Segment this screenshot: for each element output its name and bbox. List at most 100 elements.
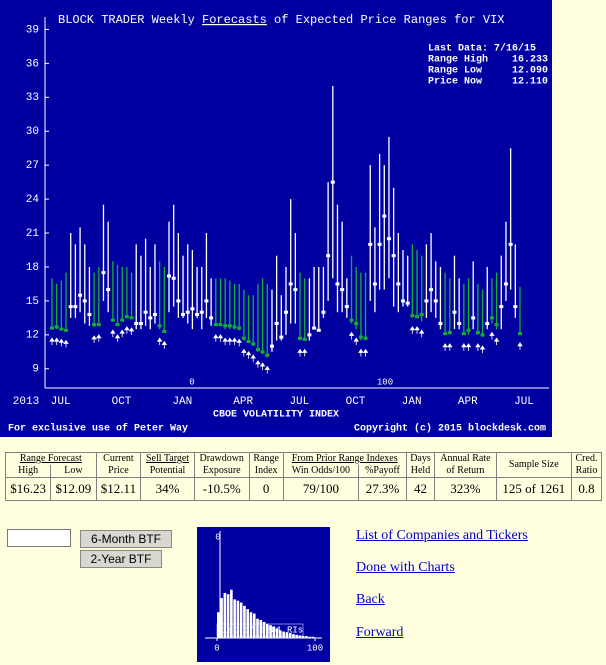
signal-arrow: [301, 348, 308, 357]
signal-arrow: [297, 348, 303, 357]
year-label: 2013: [13, 396, 39, 408]
histogram-bar: [285, 632, 289, 638]
price-marker: [302, 337, 307, 341]
price-marker: [190, 307, 195, 311]
price-marker: [82, 299, 87, 303]
price-marker: [443, 332, 448, 336]
price-marker: [480, 333, 485, 337]
table-cell: Index: [248, 465, 284, 478]
histogram-bar: [269, 625, 272, 638]
price-marker: [377, 242, 382, 246]
price-marker: [143, 310, 148, 314]
footer-left: For exclusive use of Peter Way: [8, 423, 188, 435]
histogram-bar: [243, 605, 246, 638]
table-cell: 0: [248, 477, 284, 501]
link[interactable]: List of Companies and Tickers: [356, 528, 528, 543]
six-month-button[interactable]: 6-Month BTF: [80, 530, 172, 548]
histogram-bar: [259, 619, 263, 638]
histogram-bar: [249, 612, 253, 638]
stats-table: Range Forecast Current Sell Target Drawdown…: [4, 452, 603, 501]
table-cell: %Payoff: [358, 465, 407, 478]
price-marker: [171, 276, 176, 280]
table-cell: Win Odds/100: [282, 465, 360, 478]
link[interactable]: Back: [356, 592, 385, 607]
annotation: 0: [189, 377, 194, 387]
link[interactable]: Forward: [356, 625, 404, 640]
table-cell: Drawdown: [193, 452, 250, 465]
x-tick-label: JUL: [51, 396, 71, 408]
histogram-bar: [230, 589, 233, 638]
chart: BLOCK TRADER Weekly Forecasts of Expecte…: [0, 0, 552, 437]
signal-arrow: [362, 348, 369, 357]
price-marker: [396, 282, 401, 286]
price-marker: [110, 318, 115, 322]
table-cell: Days: [405, 452, 436, 465]
x-tick-label: APR: [233, 396, 253, 408]
price-marker: [181, 312, 186, 316]
signal-arrow: [49, 337, 55, 346]
table-cell: From Prior Range Indexes: [282, 452, 407, 465]
signal-arrow: [91, 335, 97, 343]
histogram-bar: [223, 592, 227, 638]
price-marker: [494, 323, 499, 327]
histogram-tick-label: 0: [214, 643, 219, 653]
price-marker: [185, 310, 190, 314]
histogram-bar: [295, 634, 299, 638]
y-tick-label: 9: [32, 364, 39, 376]
price-marker: [167, 274, 171, 278]
price-marker: [471, 316, 476, 320]
signal-arrow: [227, 337, 233, 346]
signal-arrow: [447, 343, 453, 351]
ticker-input[interactable]: [7, 529, 71, 547]
price-marker: [274, 322, 279, 326]
two-year-button[interactable]: 2-Year BTF: [80, 550, 162, 568]
price-marker: [368, 242, 373, 246]
x-axis-label: CBOE VOLATILITY INDEX: [213, 410, 339, 421]
y-tick-label: 30: [26, 126, 39, 138]
link[interactable]: Done with Charts: [356, 560, 455, 575]
signal-arrow: [259, 362, 266, 371]
price-marker: [223, 324, 228, 328]
signal-arrow: [442, 343, 448, 351]
histogram-bar: [226, 594, 230, 638]
histogram-bar: [236, 600, 240, 638]
table-cell: Sell Target: [140, 452, 195, 465]
signal-arrow: [63, 339, 69, 348]
y-tick-label: 24: [26, 194, 40, 206]
histogram-bar: [301, 636, 305, 638]
x-tick-label: JUL: [289, 396, 309, 408]
table-cell: Held: [405, 465, 436, 478]
title-part: BLOCK TRADER Weekly: [58, 13, 202, 27]
price-marker: [405, 301, 410, 305]
price-marker: [330, 180, 335, 184]
price-marker: [209, 316, 214, 320]
info-label: Last Data: 7/16/15: [428, 43, 536, 55]
table-cell: Exposure: [193, 465, 250, 478]
price-marker: [354, 322, 359, 326]
x-tick-label: OCT: [346, 396, 366, 408]
price-marker: [148, 316, 153, 320]
price-marker: [340, 288, 345, 292]
price-marker: [363, 336, 368, 340]
price-marker: [78, 293, 83, 297]
signal-arrow: [479, 345, 486, 354]
price-marker: [255, 348, 260, 352]
y-tick-label: 39: [26, 24, 39, 36]
x-tick-label: OCT: [112, 396, 132, 408]
histogram-bar: [292, 634, 295, 638]
price-marker: [96, 323, 101, 327]
price-marker: [176, 299, 181, 303]
table-cell: 0.8: [570, 477, 603, 501]
y-tick-label: 36: [26, 58, 39, 70]
histogram-bar: [239, 602, 243, 638]
price-marker: [386, 237, 391, 241]
price-marker: [316, 328, 321, 332]
info-value: 16.233: [512, 55, 548, 66]
y-tick-label: 21: [26, 228, 40, 240]
price-marker: [358, 335, 363, 339]
signal-arrow: [348, 331, 355, 340]
histogram-bar: [298, 635, 302, 638]
price-marker: [349, 318, 354, 322]
signal-arrow: [96, 334, 102, 342]
price-marker: [138, 322, 143, 326]
